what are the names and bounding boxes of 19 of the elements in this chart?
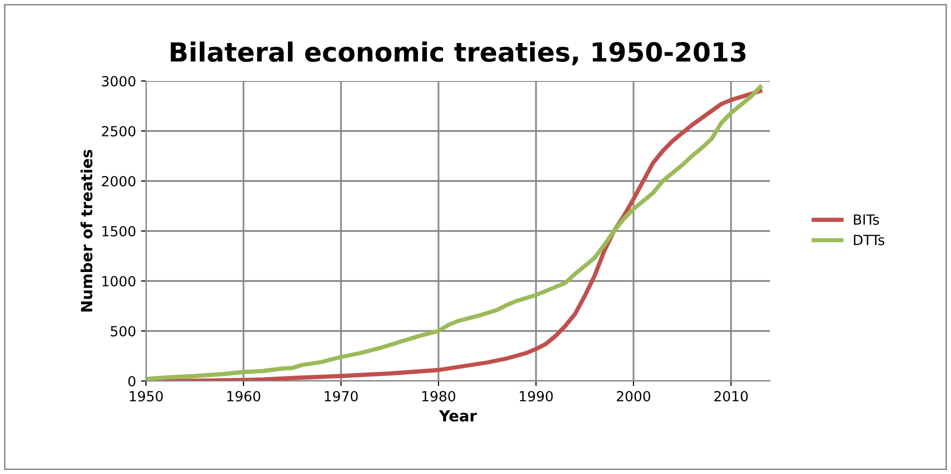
y-tick-label: 1500 — [102, 226, 136, 236]
chart-title: Bilateral economic treaties, 1950-2013 — [170, 42, 746, 66]
legend-label: DTTs — [854, 234, 884, 246]
y-tick-label: 0 — [128, 376, 136, 386]
x-tick-label: 1970 — [324, 390, 358, 402]
x-tick-label: 2000 — [616, 390, 650, 402]
y-tick-label: 2500 — [102, 126, 136, 136]
y-axis-title: Number of treaties — [80, 150, 92, 312]
x-tick-label: 1950 — [130, 390, 163, 402]
y-tick-label: 500 — [110, 326, 136, 336]
y-tick-label: 2000 — [102, 176, 136, 186]
y-tick-label: 3000 — [102, 76, 136, 86]
legend-label: BITs — [854, 214, 879, 225]
y-tick-label: 1000 — [102, 276, 136, 286]
x-axis-title: Year — [438, 410, 477, 422]
x-tick-label: 1990 — [520, 390, 553, 402]
x-tick-label: 1980 — [422, 390, 456, 402]
x-tick-label: 1960 — [227, 390, 260, 402]
x-tick-label: 2010 — [714, 390, 748, 402]
